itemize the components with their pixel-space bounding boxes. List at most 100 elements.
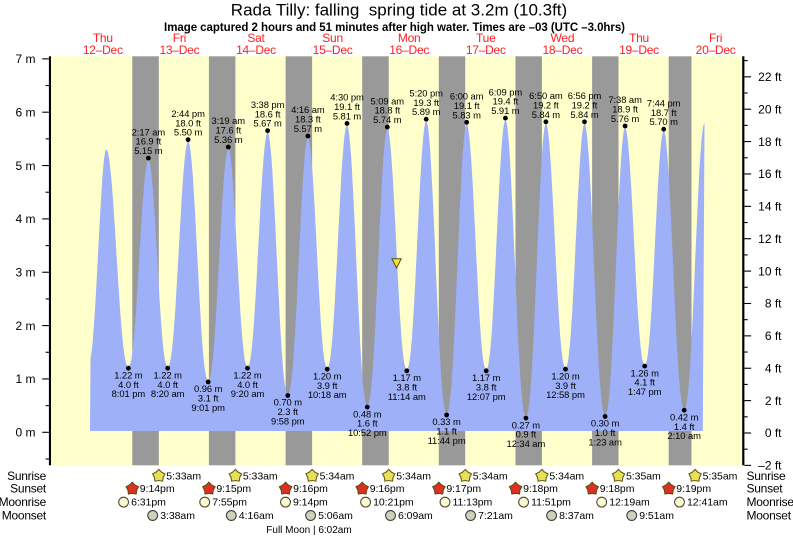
svg-text:3.8 ft: 3.8 ft [476,381,497,392]
svg-text:19.4 ft: 19.4 ft [493,96,519,107]
svg-text:3:38am: 3:38am [160,510,195,522]
svg-text:8:20 am: 8:20 am [151,388,185,399]
svg-text:10:18 am: 10:18 am [308,389,347,400]
svg-text:0.48 m: 0.48 m [353,408,382,419]
svg-text:0.96 m: 0.96 m [194,383,223,394]
svg-text:17–Dec: 17–Dec [466,43,506,57]
svg-text:5.74 m: 5.74 m [373,114,402,125]
svg-text:18.9 ft: 18.9 ft [612,104,638,115]
svg-text:10:21pm: 10:21pm [373,497,414,509]
svg-text:17.6 ft: 17.6 ft [215,125,241,136]
svg-text:4.0 ft: 4.0 ft [237,379,258,390]
svg-text:1:23 am: 1:23 am [588,437,622,448]
svg-text:19.1 ft: 19.1 ft [334,101,360,112]
svg-text:7 m: 7 m [15,52,35,66]
svg-text:1 m: 1 m [15,372,35,386]
svg-text:2 ft: 2 ft [765,394,782,408]
svg-text:–2 ft: –2 ft [758,459,782,473]
svg-text:2:44 pm: 2:44 pm [171,108,205,119]
svg-text:18.6 ft: 18.6 ft [255,108,281,119]
svg-text:5:33am: 5:33am [243,470,278,482]
svg-text:1.6 ft: 1.6 ft [357,418,378,429]
svg-text:4.0 ft: 4.0 ft [118,379,139,390]
svg-text:7:38 am: 7:38 am [608,94,642,105]
svg-text:2.3 ft: 2.3 ft [278,406,299,417]
svg-text:1.26 m: 1.26 m [631,367,660,378]
svg-text:5 m: 5 m [15,159,35,173]
svg-text:5:06am: 5:06am [318,510,353,522]
svg-text:19.3 ft: 19.3 ft [413,97,439,108]
svg-text:4 m: 4 m [15,212,35,226]
svg-text:2:17 am: 2:17 am [132,126,166,137]
svg-text:9:14pm: 9:14pm [140,483,175,495]
svg-text:5.36 m: 5.36 m [214,134,243,145]
svg-text:5:35am: 5:35am [626,470,661,482]
svg-text:7:44 pm: 7:44 pm [647,97,681,108]
svg-text:12:41am: 12:41am [687,497,728,509]
svg-text:5.50 m: 5.50 m [174,127,203,138]
svg-text:3.9 ft: 3.9 ft [317,380,338,391]
svg-text:5:34am: 5:34am [473,470,508,482]
svg-text:Moonset: Moonset [2,509,47,523]
svg-text:Mon: Mon [398,31,421,45]
svg-text:18.7 ft: 18.7 ft [651,107,677,118]
svg-text:8:01 pm: 8:01 pm [112,388,146,399]
svg-text:Image captured 2 hours and 51: Image captured 2 hours and 51 minutes af… [164,22,625,34]
svg-text:9:19pm: 9:19pm [676,483,711,495]
svg-text:5:34am: 5:34am [320,470,355,482]
svg-text:3.1 ft: 3.1 ft [198,393,219,404]
svg-text:11:51pm: 11:51pm [531,497,571,509]
svg-text:3.9 ft: 3.9 ft [555,380,576,391]
svg-text:2:10 am: 2:10 am [667,430,701,441]
svg-text:5:34am: 5:34am [549,470,584,482]
svg-text:Fri: Fri [709,31,722,45]
svg-text:3 m: 3 m [15,265,35,279]
svg-text:4:16 am: 4:16 am [291,104,325,115]
svg-text:5:09 am: 5:09 am [371,95,405,106]
svg-text:1.4 ft: 1.4 ft [674,421,695,432]
svg-text:6:50 am: 6:50 am [529,90,563,101]
svg-text:3:38 pm: 3:38 pm [251,99,285,110]
svg-text:14 ft: 14 ft [758,200,782,214]
svg-text:9:16pm: 9:16pm [293,483,328,495]
svg-text:10:52 pm: 10:52 pm [348,427,387,438]
svg-text:1.22 m: 1.22 m [114,369,143,380]
svg-text:16–Dec: 16–Dec [389,43,429,57]
svg-text:12:19am: 12:19am [609,497,650,509]
svg-text:Moonset: Moonset [747,509,792,523]
svg-text:5.83 m: 5.83 m [453,109,482,120]
svg-text:5:35am: 5:35am [703,470,738,482]
svg-text:0.70 m: 0.70 m [274,397,303,408]
svg-text:Sunset: Sunset [747,482,784,496]
svg-text:1.20 m: 1.20 m [313,370,342,381]
svg-text:14–Dec: 14–Dec [236,43,276,57]
svg-text:7:55pm: 7:55pm [212,497,247,509]
svg-text:19–Dec: 19–Dec [619,43,659,57]
svg-text:6:00 am: 6:00 am [450,91,484,102]
svg-text:Sunrise: Sunrise [7,469,47,483]
svg-text:15–Dec: 15–Dec [313,43,353,57]
svg-text:9:14pm: 9:14pm [293,497,328,509]
svg-text:0 ft: 0 ft [765,426,782,440]
svg-text:1.22 m: 1.22 m [233,369,262,380]
svg-text:18.0 ft: 18.0 ft [175,117,201,128]
svg-text:9:51am: 9:51am [639,510,674,522]
svg-text:4.1 ft: 4.1 ft [634,377,655,388]
svg-text:9:15pm: 9:15pm [216,483,251,495]
svg-text:Moonrise: Moonrise [747,495,793,509]
svg-text:5.70 m: 5.70 m [650,116,679,127]
svg-text:Thu: Thu [629,31,649,45]
svg-text:7:21am: 7:21am [478,510,513,522]
svg-text:2 m: 2 m [15,319,35,333]
svg-text:9:16pm: 9:16pm [370,483,405,495]
svg-text:4 ft: 4 ft [765,361,782,375]
svg-text:1.0 ft: 1.0 ft [595,427,616,438]
svg-text:1.17 m: 1.17 m [393,372,422,383]
svg-text:5:34am: 5:34am [396,470,431,482]
svg-text:20 ft: 20 ft [758,102,782,116]
svg-text:0.9 ft: 0.9 ft [516,429,537,440]
svg-text:12:07 pm: 12:07 pm [467,391,506,402]
svg-text:Sat: Sat [247,31,265,45]
svg-text:18.8 ft: 18.8 ft [374,105,400,116]
svg-text:6 ft: 6 ft [765,329,782,343]
